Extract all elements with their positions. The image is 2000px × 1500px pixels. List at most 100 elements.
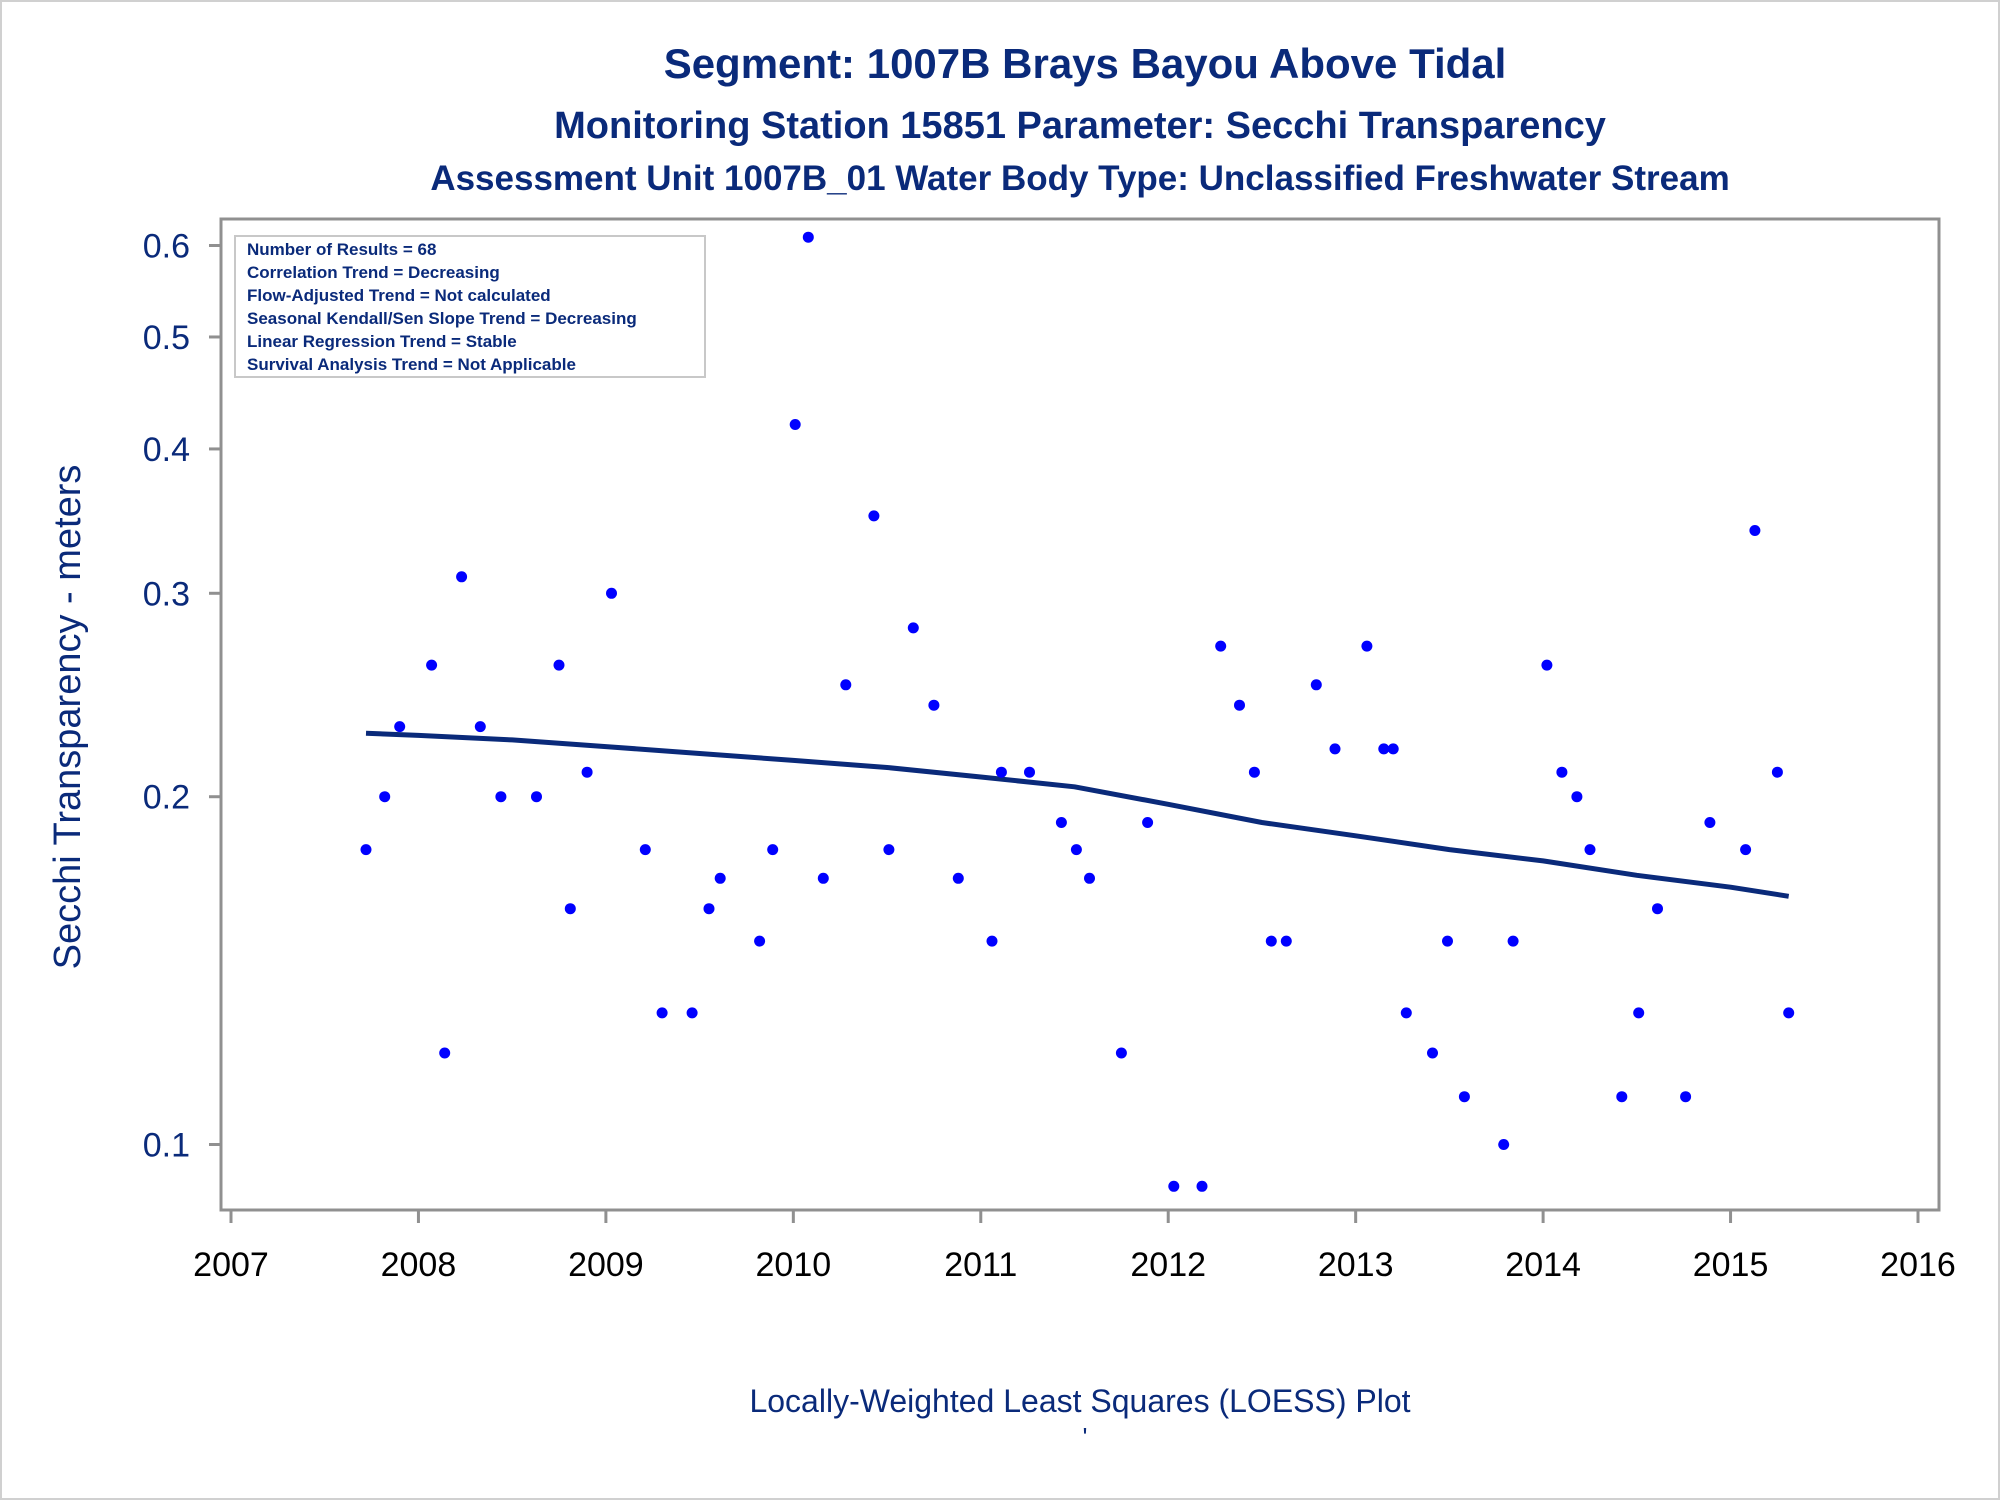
loess-caption: Locally-Weighted Least Squares (LOESS) P…: [749, 1383, 1410, 1419]
x-tick-label: 2008: [381, 1246, 457, 1284]
data-points: [360, 231, 1795, 1192]
data-point: [1616, 1091, 1628, 1103]
data-point: [1361, 640, 1373, 652]
data-point: [379, 791, 391, 803]
x-tick-label: 2011: [944, 1246, 1017, 1284]
data-point: [840, 679, 852, 691]
data-point: [1740, 844, 1752, 856]
data-point: [639, 844, 651, 856]
data-point: [553, 659, 565, 671]
data-point: [1571, 791, 1583, 803]
data-point: [394, 721, 406, 733]
y-tick-label: 0.3: [143, 575, 190, 613]
data-point: [767, 844, 779, 856]
data-point: [952, 872, 964, 884]
data-point: [686, 1007, 698, 1019]
y-axis: 0.1 0.2 0.3 0.4 0.5 0.6: [143, 228, 221, 1165]
data-point: [1055, 817, 1067, 828]
data-point: [1704, 817, 1716, 828]
footer-mark: ': [1083, 1422, 1088, 1452]
data-point: [564, 903, 576, 915]
data-point: [606, 587, 617, 599]
data-point: [581, 766, 593, 778]
data-point: [1387, 743, 1399, 755]
x-tick-label: 2007: [193, 1246, 269, 1284]
data-point: [1633, 1007, 1645, 1019]
data-point: [1234, 699, 1245, 711]
data-point: [802, 231, 814, 243]
data-point: [531, 791, 542, 803]
data-point: [714, 872, 726, 884]
data-point: [868, 510, 880, 522]
data-point: [1541, 659, 1553, 671]
trend-stat-line: Correlation Trend = Decreasing: [247, 263, 500, 282]
x-axis: 2007 2008 2009 2010 2011 2012 2013 2014 2015 2016: [193, 1210, 1956, 1284]
trend-stat-line: Linear Regression Trend = Stable: [247, 332, 517, 351]
data-point: [1196, 1180, 1208, 1192]
data-point: [1310, 679, 1322, 691]
data-point: [1400, 1007, 1412, 1019]
chart-title-assessment: Assessment Unit 1007B_01 Water Body Type…: [430, 159, 1729, 198]
x-tick-label: 2015: [1693, 1246, 1769, 1284]
data-point: [495, 791, 507, 803]
data-point: [1442, 935, 1453, 947]
data-point: [439, 1047, 451, 1059]
data-point: [1584, 844, 1596, 856]
data-point: [703, 903, 715, 915]
data-point: [1498, 1139, 1510, 1150]
data-point: [1115, 1047, 1127, 1059]
data-point: [995, 766, 1007, 778]
data-point: [1215, 640, 1227, 652]
x-tick-label: 2010: [756, 1246, 832, 1284]
data-point: [1556, 766, 1568, 778]
trend-stat-line: Number of Results = 68: [247, 240, 436, 259]
loess-line: [365, 730, 1790, 899]
trend-stat-line: Flow-Adjusted Trend = Not calculated: [247, 286, 551, 305]
y-tick-label: 0.5: [143, 319, 190, 357]
data-point: [907, 622, 919, 634]
data-point: [1329, 743, 1341, 755]
x-tick-label: 2009: [568, 1246, 644, 1284]
data-point: [928, 699, 940, 711]
data-point: [1084, 872, 1095, 884]
trend-stats: Number of Results = 68 Correlation Trend …: [247, 240, 637, 374]
y-axis-label: Secchi Transparency - meters: [47, 465, 89, 970]
data-point: [1280, 935, 1292, 947]
data-point: [1507, 935, 1519, 947]
data-point: [1070, 844, 1082, 856]
data-point: [1168, 1180, 1180, 1192]
data-point: [986, 935, 998, 947]
data-point: [1771, 766, 1783, 778]
data-point: [883, 844, 895, 856]
data-point: [1652, 903, 1663, 915]
y-tick-label: 0.1: [143, 1127, 190, 1165]
chart-title-station: Monitoring Station 15851 Parameter: Secc…: [554, 105, 1606, 147]
x-tick-label: 2016: [1880, 1246, 1956, 1284]
data-point: [474, 721, 486, 733]
data-point: [1024, 766, 1035, 778]
data-point: [1749, 525, 1761, 536]
trend-stat-line: Survival Analysis Trend = Not Applicable: [247, 355, 576, 374]
x-tick-label: 2012: [1130, 1246, 1206, 1284]
data-point: [754, 935, 766, 947]
data-point: [360, 844, 372, 856]
data-point: [456, 571, 468, 583]
data-point: [1248, 766, 1260, 778]
trend-stat-line: Seasonal Kendall/Sen Slope Trend = Decre…: [247, 309, 637, 328]
data-point: [1427, 1047, 1438, 1059]
plot-area: [219, 217, 1941, 1212]
x-tick-label: 2013: [1318, 1246, 1394, 1284]
data-point: [1783, 1007, 1795, 1019]
data-point: [656, 1007, 668, 1019]
y-tick-label: 0.6: [143, 228, 190, 266]
data-point: [789, 419, 801, 430]
x-tick-label: 2014: [1505, 1246, 1581, 1284]
y-tick-label: 0.2: [143, 779, 190, 817]
data-point: [817, 872, 829, 884]
data-point: [1142, 817, 1154, 828]
data-point: [1265, 935, 1277, 947]
y-tick-label: 0.4: [143, 431, 190, 469]
data-point: [426, 659, 438, 671]
data-point: [1378, 743, 1390, 755]
